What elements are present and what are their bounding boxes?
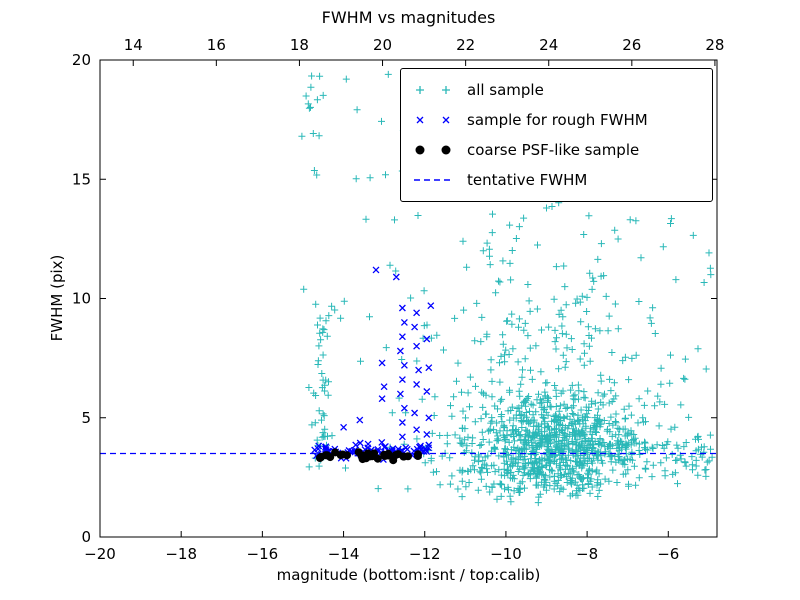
tick-label: −18	[165, 545, 197, 563]
sample-for-rough-FWHM-layer	[311, 266, 435, 464]
tick-label: 20	[72, 51, 91, 69]
tick-label: 20	[373, 36, 392, 54]
tick-label: 18	[290, 36, 309, 54]
legend-item-label: all sample	[467, 81, 544, 99]
tick-label: −10	[490, 545, 522, 563]
tick-label: 22	[456, 36, 475, 54]
tick-label: 0	[81, 528, 91, 546]
legend-item-all-sample: all sample	[411, 75, 702, 105]
legend-item-psf-sample: coarse PSF-like sample	[411, 135, 702, 165]
axes-frame	[99, 59, 718, 538]
legend: all sample sample for rough FWHM coarse …	[400, 68, 713, 202]
plus-marker-icon	[416, 86, 450, 94]
dashed-line-icon	[414, 179, 452, 181]
tick-label: 26	[622, 36, 641, 54]
legend-item-rough-fwhm: sample for rough FWHM	[411, 105, 702, 135]
tick-label: −6	[657, 545, 679, 563]
tick-labels: −20 −18 −16 −14 −12 −10 −8 −6 14 16 18 20 22 24 26 28 0 5…	[72, 36, 725, 563]
tick-label: −12	[409, 545, 441, 563]
legend-item-label: tentative FWHM	[467, 171, 588, 189]
chart-title: FWHM vs magnitudes	[321, 8, 496, 27]
tick-label: 24	[539, 36, 558, 54]
coarse-PSF-like-sample-layer	[315, 448, 422, 465]
tick-label: −16	[247, 545, 279, 563]
tick-label: 5	[81, 409, 91, 427]
tick-label: 16	[207, 36, 226, 54]
x-axis-label: magnitude (bottom:isnt / top:calib)	[276, 566, 541, 584]
tick-label: −14	[328, 545, 360, 563]
tick-label: 14	[124, 36, 143, 54]
legend-item-label: coarse PSF-like sample	[467, 141, 640, 159]
x-marker-icon	[416, 116, 450, 124]
tick-label: −8	[576, 545, 598, 563]
tick-label: −20	[84, 545, 116, 563]
dot-marker-icon	[415, 145, 451, 155]
y-axis-label: FWHM (pix)	[48, 254, 66, 342]
legend-item-label: sample for rough FWHM	[467, 111, 648, 129]
tick-label: 10	[72, 290, 91, 308]
legend-item-tentative-fwhm: tentative FWHM	[411, 165, 702, 195]
tick-label: 28	[705, 36, 724, 54]
tick-label: 15	[72, 170, 91, 188]
